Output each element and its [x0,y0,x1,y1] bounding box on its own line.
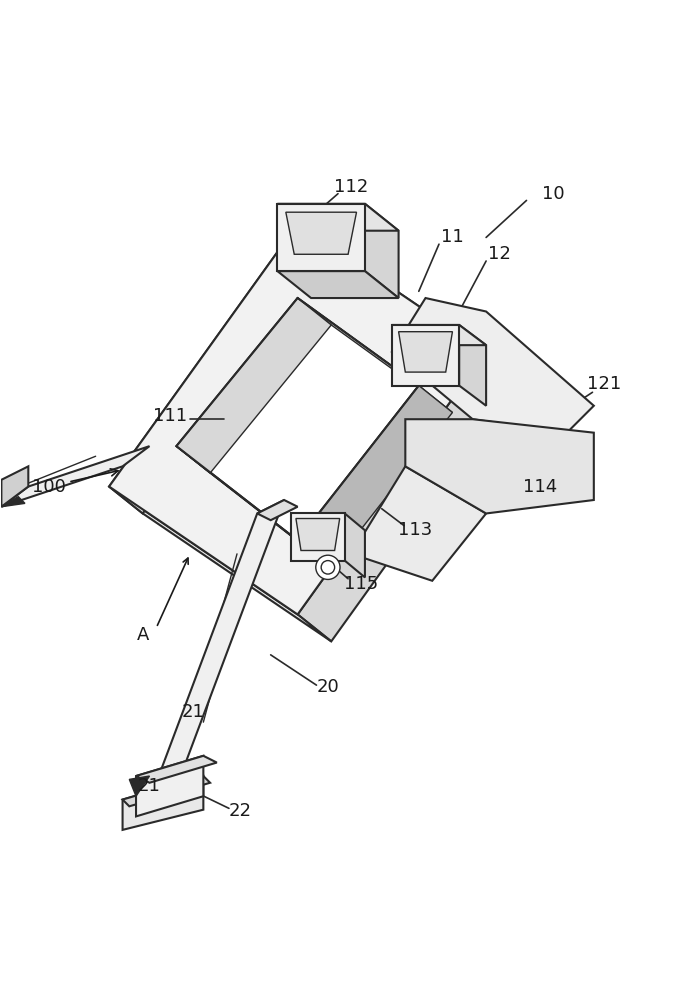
Polygon shape [297,386,452,567]
Polygon shape [392,325,486,345]
Polygon shape [392,325,459,386]
Polygon shape [297,298,452,412]
Text: 113: 113 [398,521,433,539]
Text: 22: 22 [229,802,252,820]
Polygon shape [296,519,339,550]
Polygon shape [277,271,399,298]
Text: 112: 112 [335,178,368,196]
Circle shape [321,561,335,574]
Polygon shape [365,204,399,298]
Polygon shape [1,446,149,507]
Text: 12: 12 [488,245,511,263]
Text: 100: 100 [32,469,118,496]
Polygon shape [1,466,28,507]
Polygon shape [1,497,25,507]
Polygon shape [122,776,203,830]
Polygon shape [297,352,520,641]
Polygon shape [297,224,520,379]
Polygon shape [257,500,297,520]
Polygon shape [136,756,217,783]
Text: 21: 21 [182,703,205,721]
Polygon shape [459,325,486,406]
Text: A: A [137,626,149,644]
Text: 114: 114 [523,478,557,496]
Circle shape [316,555,340,579]
Polygon shape [352,466,486,581]
Text: 11: 11 [441,228,464,246]
Polygon shape [345,513,365,577]
Polygon shape [392,298,594,433]
Polygon shape [129,776,149,796]
Polygon shape [277,204,365,271]
PathPatch shape [109,224,486,614]
Polygon shape [109,487,331,641]
Polygon shape [156,500,284,783]
Polygon shape [109,224,331,513]
Text: 20: 20 [316,678,339,696]
Text: 10: 10 [542,185,564,203]
Polygon shape [176,298,331,473]
Polygon shape [291,513,345,561]
Polygon shape [122,776,210,806]
Text: 21: 21 [138,777,161,795]
Polygon shape [136,756,203,816]
Polygon shape [277,204,399,231]
Text: 111: 111 [153,407,187,425]
Polygon shape [286,212,356,254]
Text: 121: 121 [587,375,621,393]
Text: 115: 115 [345,575,379,593]
Polygon shape [399,332,452,372]
Polygon shape [176,446,331,567]
Polygon shape [406,419,594,513]
